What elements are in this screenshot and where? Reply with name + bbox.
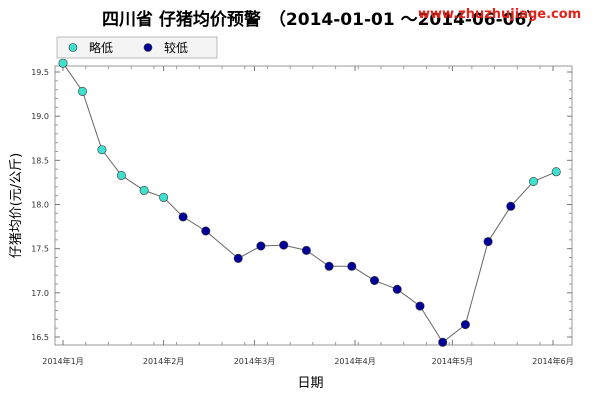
legend-marker bbox=[68, 43, 78, 52]
data-point bbox=[347, 261, 357, 271]
data-point bbox=[324, 261, 334, 271]
data-point bbox=[438, 337, 448, 347]
data-point bbox=[460, 320, 470, 330]
y-tick-label: 18.5 bbox=[31, 156, 49, 165]
data-point bbox=[279, 240, 289, 250]
axis-ticks: 16.5 17.0 17.5 18.0 18.5 19.0 19.5 2014年1月 2014年… bbox=[31, 66, 574, 366]
x-tick-label: 2014年5月 bbox=[432, 356, 473, 366]
data-point bbox=[58, 58, 68, 68]
y-tick-label: 17.0 bbox=[31, 289, 49, 298]
x-tick-label: 2014年3月 bbox=[234, 356, 275, 366]
y-axis-title: 仔猪均价(元/公斤) bbox=[9, 153, 24, 259]
legend: 略低 较低 bbox=[56, 36, 218, 59]
legend-label: 略低 bbox=[89, 40, 113, 55]
data-point bbox=[301, 245, 311, 255]
y-tick-label: 16.5 bbox=[31, 333, 49, 342]
y-tick-label: 19.5 bbox=[31, 68, 49, 77]
data-point bbox=[392, 284, 402, 294]
legend-marker bbox=[143, 43, 153, 52]
data-point bbox=[78, 86, 88, 96]
data-point bbox=[159, 192, 169, 202]
data-point bbox=[116, 170, 126, 180]
x-tick-label: 2014年4月 bbox=[334, 356, 375, 366]
data-point bbox=[139, 185, 149, 195]
data-point bbox=[528, 177, 538, 187]
plot-frame bbox=[54, 65, 573, 346]
legend-box bbox=[56, 36, 218, 59]
y-tick-label: 18.0 bbox=[31, 201, 49, 210]
data-point bbox=[415, 301, 425, 311]
data-point bbox=[233, 253, 243, 263]
chart-title-block: 四川省 仔猪均价预警 （2014-01-01 ～2014-06-06） bbox=[0, 5, 600, 30]
data-point bbox=[178, 212, 188, 222]
y-tick-label: 17.5 bbox=[31, 245, 49, 254]
x-tick-label: 2014年1月 bbox=[42, 356, 83, 366]
chart-title: 四川省 仔猪均价预警 bbox=[102, 10, 261, 30]
data-point bbox=[369, 275, 379, 285]
watermark: www.zhuzhujiage.com bbox=[418, 7, 582, 22]
data-point bbox=[551, 167, 561, 177]
y-tick-label: 19.0 bbox=[31, 112, 49, 121]
data-points bbox=[58, 58, 561, 347]
x-tick-label: 2014年2月 bbox=[143, 356, 184, 366]
data-point bbox=[201, 226, 211, 236]
x-axis-title: 日期 bbox=[297, 376, 323, 391]
legend-label: 较低 bbox=[164, 40, 188, 55]
x-tick-label: 2014年6月 bbox=[532, 356, 573, 366]
data-point bbox=[256, 241, 266, 251]
series-line bbox=[62, 62, 557, 344]
chart-subtitle: （2014-01-01 ～2014-06-06） bbox=[268, 10, 544, 30]
data-point bbox=[97, 145, 107, 155]
data-point bbox=[506, 201, 516, 211]
data-point bbox=[483, 237, 493, 247]
